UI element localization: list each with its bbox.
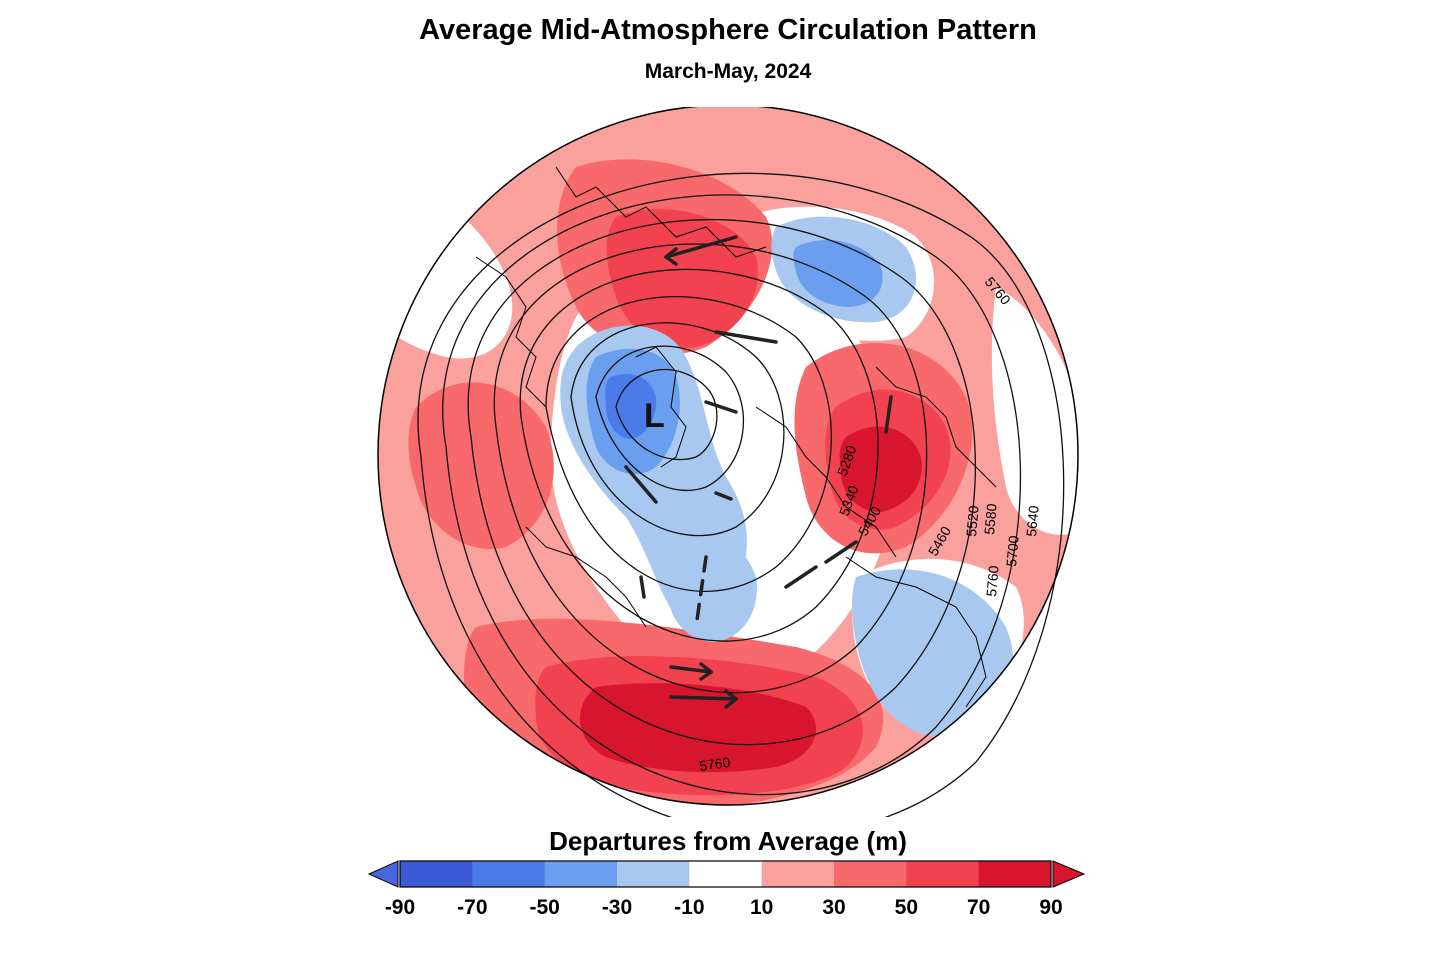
legend-tick-label: 10 xyxy=(749,896,774,919)
anomaly-strong-north xyxy=(606,209,758,348)
legend-tick-label: 30 xyxy=(822,896,846,919)
legend-swatch xyxy=(978,861,1052,887)
legend-tick-label: -30 xyxy=(601,896,633,919)
legend-title: Departures from Average (m) xyxy=(549,826,907,856)
anomaly-neutral-east xyxy=(991,287,1078,535)
anomaly-neg-greenland-max xyxy=(605,373,657,439)
legend-tick-label: -10 xyxy=(674,896,705,919)
contour-label: 5640 xyxy=(1023,505,1042,538)
anomaly-max-east xyxy=(839,426,922,512)
legend-swatch xyxy=(544,861,618,887)
legend-frame xyxy=(399,860,1052,888)
legend-tick-label: 90 xyxy=(1039,896,1063,919)
contour-label: 5580 xyxy=(981,503,1000,536)
legend-tick-label: 70 xyxy=(966,896,991,919)
circulation-map: 5760 5760 5700 5640 5580 5520 5460 5400 … xyxy=(377,107,1079,817)
map-title: Average Mid-Atmosphere Circulation Patte… xyxy=(419,14,1037,46)
legend-over-arrow xyxy=(1052,860,1086,888)
coastlines xyxy=(475,166,997,708)
anomaly-max-south xyxy=(579,683,816,773)
anomaly-neg-scand-core xyxy=(793,239,883,307)
contour-label: 5760 xyxy=(983,565,1002,598)
low-pressure-marker: L xyxy=(644,397,665,435)
map-border xyxy=(377,107,1079,806)
height-contours xyxy=(417,172,1065,817)
anomaly-neg-atlantic xyxy=(667,534,757,642)
legend-swatch xyxy=(689,861,763,887)
flow-arrows xyxy=(624,235,893,709)
contour-label: 5520 xyxy=(963,505,982,538)
anomaly-pos-west xyxy=(408,382,554,549)
legend-tick-label: -50 xyxy=(529,896,560,919)
legend-swatch xyxy=(834,861,907,887)
legend-tick-label: -90 xyxy=(384,896,416,919)
legend-swatch xyxy=(617,861,690,887)
color-legend xyxy=(367,860,1086,888)
legend-tick-label: -70 xyxy=(457,896,488,919)
map-subtitle: March-May, 2024 xyxy=(644,60,812,83)
contour-label: 5700 xyxy=(1003,535,1022,568)
legend-swatch xyxy=(906,861,980,887)
legend-swatch xyxy=(400,861,473,887)
legend-under-arrow xyxy=(367,860,399,888)
contour-label: 5760 xyxy=(698,754,731,774)
legend-swatch xyxy=(472,861,546,887)
legend-swatch xyxy=(761,861,835,887)
legend-tick-label: 50 xyxy=(894,896,918,919)
